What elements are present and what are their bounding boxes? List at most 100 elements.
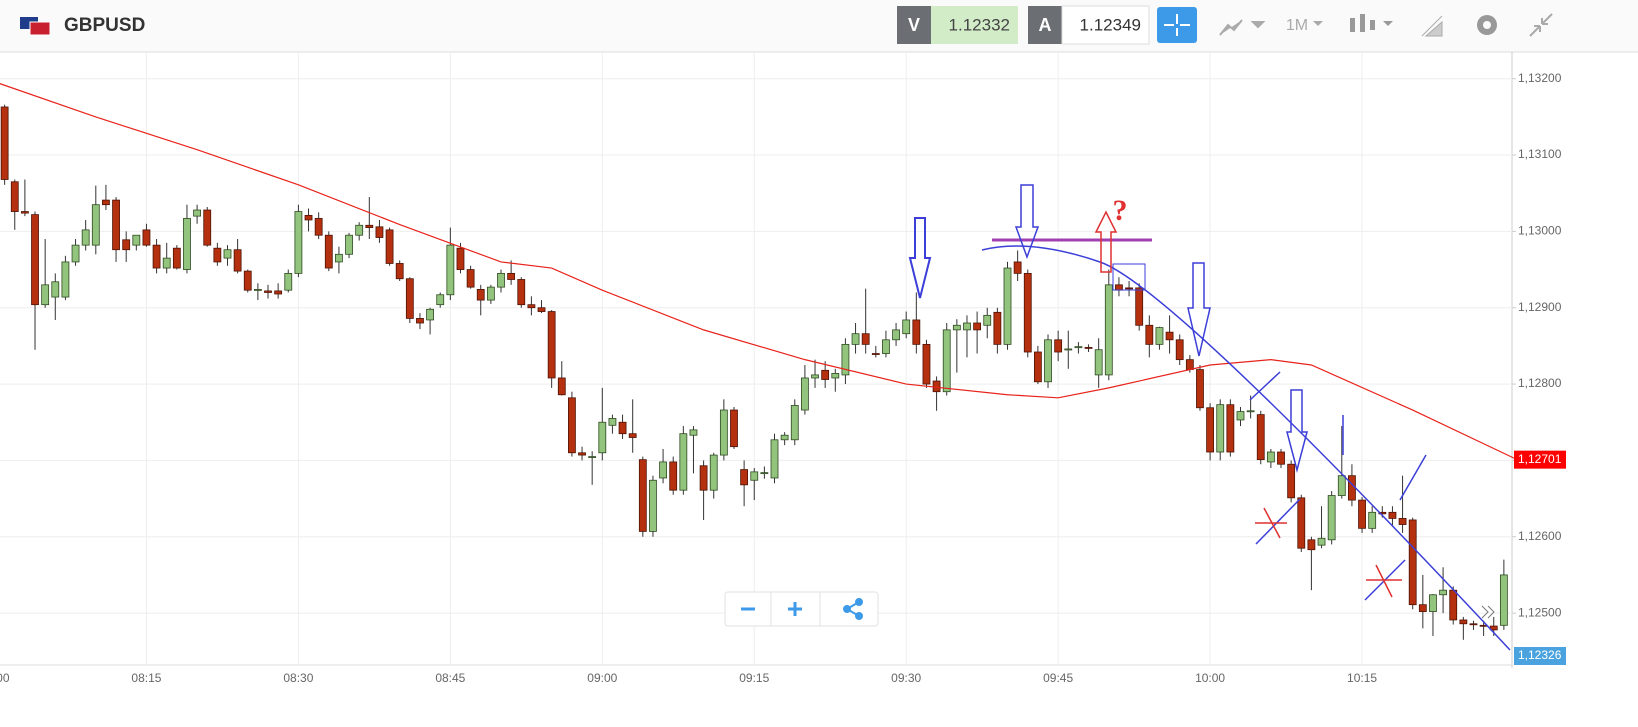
candle-body (1054, 339, 1063, 353)
chart-type-icon[interactable] (1219, 19, 1266, 36)
candle-body (1256, 414, 1265, 461)
candle-body (983, 314, 992, 326)
y-tick-label: 1,12800 (1518, 376, 1562, 390)
candle-body (132, 234, 141, 246)
candle-body (355, 224, 364, 236)
candle-body (740, 469, 749, 486)
candle-body (1044, 339, 1052, 383)
candle-body (51, 281, 60, 298)
settings-hole (1483, 21, 1491, 29)
candle-body (10, 181, 19, 212)
buy-price[interactable]: 1.12349 (1080, 15, 1141, 34)
collapse-icon[interactable] (1529, 13, 1553, 37)
toolbar-bg (0, 0, 1638, 52)
candle-body (1246, 410, 1255, 413)
y-tick-label: 1,12500 (1518, 605, 1562, 619)
candle-body (588, 456, 597, 458)
crosshair-button[interactable] (1157, 7, 1197, 43)
candle-icon[interactable] (1350, 14, 1393, 32)
candle-body (557, 377, 566, 396)
candle-body (750, 471, 759, 481)
moving-average (0, 83, 1515, 459)
candle-body (436, 294, 445, 306)
candle-body (476, 289, 485, 301)
x-tick-label: 09:15 (739, 671, 769, 685)
price-marker-label: 1,12326 (1518, 648, 1562, 662)
candle-body (649, 479, 657, 532)
candle-body (1398, 518, 1407, 525)
candle-body (770, 439, 779, 479)
candle-body (1499, 574, 1508, 626)
candle-body (183, 218, 191, 270)
candle-body (527, 304, 536, 309)
candle-body (730, 409, 738, 448)
candle-body (152, 244, 161, 269)
sell-label-bg[interactable] (897, 6, 931, 44)
candle-body (1358, 499, 1366, 529)
candle-body (497, 272, 505, 288)
candle-body (405, 278, 414, 319)
candle-body (162, 257, 171, 269)
candle-body (1125, 287, 1133, 290)
candle-body (335, 253, 343, 263)
candle-body (395, 263, 404, 280)
candle-body (1266, 451, 1275, 463)
price-marker-label: 1,12701 (1518, 452, 1562, 466)
buy-label-bg[interactable] (1028, 6, 1062, 44)
candle-body (882, 339, 890, 354)
sell-label[interactable]: V (908, 15, 920, 35)
candle-body (598, 421, 607, 454)
candle-body (1449, 589, 1458, 621)
candle-body (993, 311, 1002, 345)
candle-body (345, 234, 353, 255)
candle-body (284, 272, 293, 291)
candle-body (0, 106, 9, 180)
sell-price[interactable]: 1.12332 (949, 15, 1010, 34)
x-tick-label: 08:30 (283, 671, 313, 685)
candle-body (679, 433, 688, 491)
candle-body (932, 380, 941, 393)
scroll-end[interactable] (1481, 605, 1495, 619)
candle-body (1064, 348, 1073, 351)
price-marker (1514, 450, 1566, 469)
candle-body (41, 284, 50, 306)
drawings (908, 184, 1511, 651)
draw-icon[interactable] (1421, 15, 1443, 37)
candle-body (1317, 537, 1326, 546)
candle-body (486, 286, 495, 301)
buy-label[interactable]: A (1039, 15, 1052, 35)
candle-body (618, 421, 627, 435)
candle-body (233, 249, 242, 272)
crosshair-icon (1164, 14, 1190, 36)
y-tick-label: 1,12900 (1518, 300, 1562, 314)
candle-body (861, 333, 870, 345)
x-tick-label: 08:15 (131, 671, 161, 685)
timeframe-caret (1313, 21, 1323, 26)
candle-body (568, 397, 576, 454)
share[interactable] (843, 598, 863, 620)
candle-body (385, 229, 394, 264)
candle-body (1003, 267, 1012, 345)
x-tick-label: 09:45 (1043, 671, 1073, 685)
candle-body (1429, 594, 1437, 612)
candle-body (952, 324, 961, 331)
candle-body (1368, 511, 1377, 529)
candle-body (1074, 346, 1083, 349)
candle-body (1287, 463, 1296, 499)
candle-body (1084, 347, 1093, 349)
candle-body (1165, 331, 1174, 341)
y-tick-label: 1,13000 (1518, 224, 1562, 238)
candle-body (780, 434, 789, 441)
x-tick-label: 10:15 (1347, 671, 1377, 685)
candle-body (1135, 287, 1144, 326)
candle-body (1297, 497, 1306, 549)
candle-body (426, 308, 434, 321)
timeframe[interactable]: 1M (1286, 17, 1308, 34)
candle-body (1226, 404, 1235, 453)
buy-price-bg[interactable] (1061, 5, 1150, 45)
zoom-in[interactable] (788, 602, 802, 616)
candle-body (537, 307, 546, 312)
sell-price-bg[interactable] (931, 6, 1018, 44)
x-tick-label: 08:45 (435, 671, 465, 685)
